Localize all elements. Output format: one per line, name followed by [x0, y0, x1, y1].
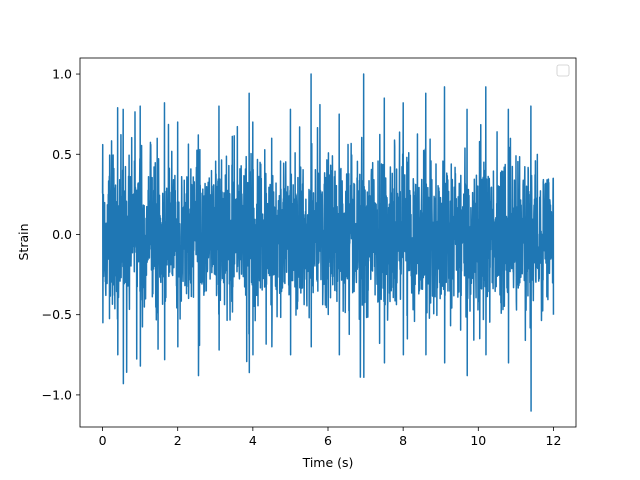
series-layer [101, 73, 555, 412]
x-tick-label: 4 [249, 433, 257, 448]
legend-box [556, 64, 570, 77]
y-axis-ticks: −1.0 −0.5 0.0 0.5 1.0 [42, 67, 80, 402]
x-tick-label: 2 [174, 433, 182, 448]
x-tick-label: 12 [546, 433, 562, 448]
x-axis-label: Time (s) [302, 455, 354, 470]
y-tick-label: −0.5 [42, 307, 72, 322]
x-tick-label: 0 [99, 433, 107, 448]
x-tick-label: 8 [399, 433, 407, 448]
y-tick-label: 0.0 [52, 227, 72, 242]
y-tick-label: 0.5 [52, 147, 72, 162]
x-tick-label: 6 [324, 433, 332, 448]
x-axis-ticks: 0 2 4 6 8 10 12 [99, 427, 562, 448]
strain-series-line [101, 73, 555, 412]
y-axis-label: Strain [16, 223, 31, 260]
y-tick-label: −1.0 [42, 387, 72, 402]
y-tick-label: 1.0 [52, 67, 72, 82]
x-tick-label: 10 [470, 433, 486, 448]
